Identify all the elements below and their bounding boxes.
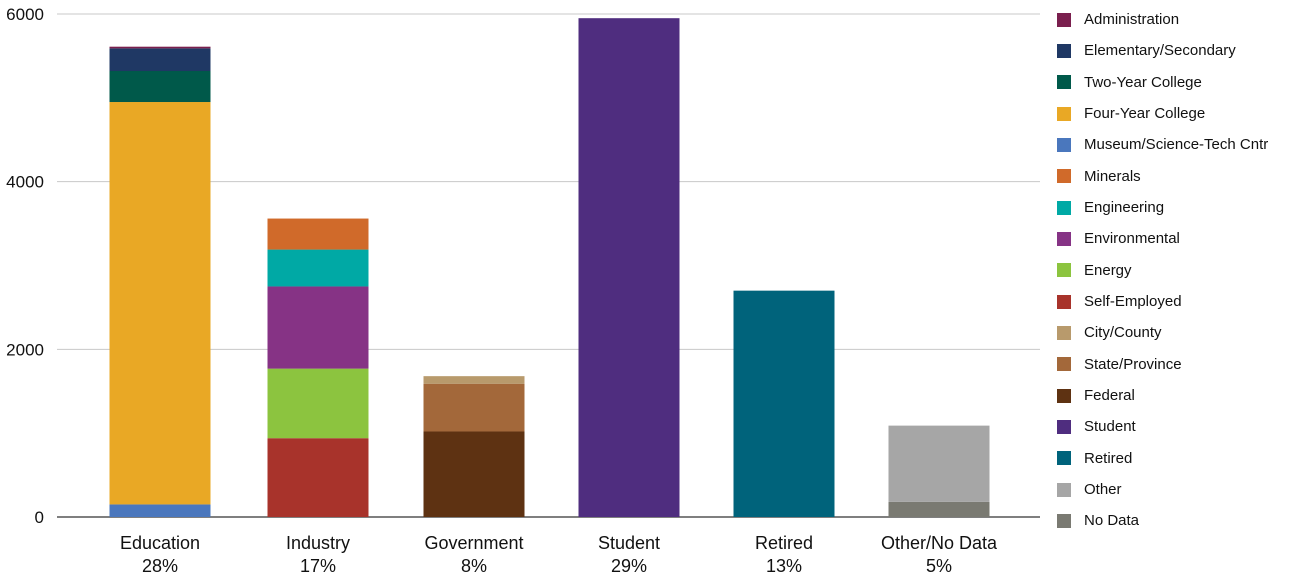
- x-category-label: Education: [120, 533, 200, 553]
- legend-item: No Data: [1057, 505, 1268, 536]
- legend-item: Elementary/Secondary: [1057, 35, 1268, 66]
- legend-item: Two-Year College: [1057, 67, 1268, 98]
- bar-segment-state-province: [423, 383, 525, 432]
- legend-label: Engineering: [1084, 199, 1165, 217]
- bar-segment-four-year-college: [109, 102, 211, 505]
- x-category-percent: 8%: [461, 556, 487, 576]
- y-tick-label: 6000: [6, 5, 44, 24]
- legend-label: Two-Year College: [1084, 73, 1202, 91]
- legend-label: Museum/Science-Tech Cntr: [1084, 136, 1269, 154]
- y-tick-label: 4000: [6, 173, 44, 192]
- legend-item: Other: [1057, 474, 1268, 505]
- legend-swatch: [1057, 75, 1071, 90]
- legend: Administration Elementary/Secondary Two-Ye…: [1057, 4, 1268, 537]
- legend-label: Student: [1084, 418, 1136, 436]
- legend-label: Retired: [1084, 449, 1133, 467]
- legend-swatch: [1057, 263, 1071, 278]
- legend-item: Engineering: [1057, 192, 1268, 223]
- x-category-label: Retired: [755, 533, 813, 553]
- bar-segment-other: [888, 425, 990, 502]
- legend-item: Environmental: [1057, 223, 1268, 254]
- y-tick-label: 2000: [6, 340, 44, 359]
- legend-item: City/County: [1057, 317, 1268, 348]
- legend-label: State/Province: [1084, 355, 1182, 373]
- bar-segment-self-employed: [267, 438, 369, 517]
- legend-item: Student: [1057, 411, 1268, 442]
- legend-swatch: [1057, 357, 1071, 372]
- legend-swatch: [1057, 388, 1071, 403]
- legend-item: Retired: [1057, 443, 1268, 474]
- bar-segment-no-data: [888, 501, 990, 517]
- legend-label: Energy: [1084, 261, 1132, 279]
- legend-label: Minerals: [1084, 167, 1141, 185]
- legend-item: Federal: [1057, 380, 1268, 411]
- x-category-percent: 5%: [926, 556, 952, 576]
- x-category-label: Government: [424, 533, 523, 553]
- legend-item: Self-Employed: [1057, 286, 1268, 317]
- legend-swatch: [1057, 12, 1071, 27]
- legend-swatch: [1057, 106, 1071, 121]
- legend-item: Museum/Science-Tech Cntr: [1057, 129, 1268, 160]
- bar-segment-two-year-college: [109, 71, 211, 103]
- legend-item: Minerals: [1057, 161, 1268, 192]
- gridlines: [57, 13, 1040, 518]
- x-category-percent: 28%: [142, 556, 178, 576]
- legend-swatch: [1057, 169, 1071, 184]
- bar-segment-elementary-secondary: [109, 48, 211, 72]
- y-axis-ticks: 0 2000 4000 6000: [6, 5, 44, 527]
- legend-label: Federal: [1084, 387, 1135, 405]
- legend-swatch: [1057, 231, 1071, 246]
- bar-segment-city-county: [423, 376, 525, 384]
- legend-label: Elementary/Secondary: [1084, 42, 1236, 60]
- legend-item: Four-Year College: [1057, 98, 1268, 129]
- x-category-label: Other/No Data: [881, 533, 998, 553]
- legend-swatch: [1057, 513, 1071, 528]
- legend-item: State/Province: [1057, 349, 1268, 380]
- legend-label: Environmental: [1084, 230, 1180, 248]
- bar-segment-federal: [423, 431, 525, 517]
- legend-item: Energy: [1057, 255, 1268, 286]
- bar-segment-energy: [267, 368, 369, 439]
- legend-swatch: [1057, 482, 1071, 497]
- legend-swatch: [1057, 294, 1071, 309]
- x-category-label: Student: [598, 533, 660, 553]
- bars: [109, 18, 990, 518]
- bar-segment-engineering: [267, 249, 369, 287]
- legend-label: Administration: [1084, 11, 1180, 29]
- y-tick-label: 0: [35, 508, 44, 527]
- legend-label: No Data: [1084, 512, 1140, 530]
- bar-segment-minerals: [267, 218, 369, 250]
- legend-label: Self-Employed: [1084, 293, 1182, 311]
- legend-label: Four-Year College: [1084, 105, 1206, 123]
- x-category-percent: 13%: [766, 556, 802, 576]
- x-axis-labels: Education 28% Industry 17% Government 8% Stude…: [120, 533, 998, 576]
- legend-swatch: [1057, 137, 1071, 152]
- legend-label: City/County: [1084, 324, 1162, 342]
- legend-swatch: [1057, 200, 1071, 215]
- bar-segment-retired: [733, 290, 835, 517]
- legend-label: Other: [1084, 481, 1122, 499]
- bar-segment-museum-science-tech-cntr: [109, 504, 211, 517]
- legend-swatch: [1057, 419, 1071, 434]
- legend-swatch: [1057, 451, 1071, 466]
- x-category-label: Industry: [286, 533, 350, 553]
- legend-item: Administration: [1057, 4, 1268, 35]
- bar-segment-administration: [109, 46, 211, 49]
- legend-swatch: [1057, 325, 1071, 340]
- x-category-percent: 17%: [300, 556, 336, 576]
- bar-segment-environmental: [267, 286, 369, 369]
- x-category-percent: 29%: [611, 556, 647, 576]
- bar-segment-student: [578, 18, 680, 518]
- legend-swatch: [1057, 43, 1071, 58]
